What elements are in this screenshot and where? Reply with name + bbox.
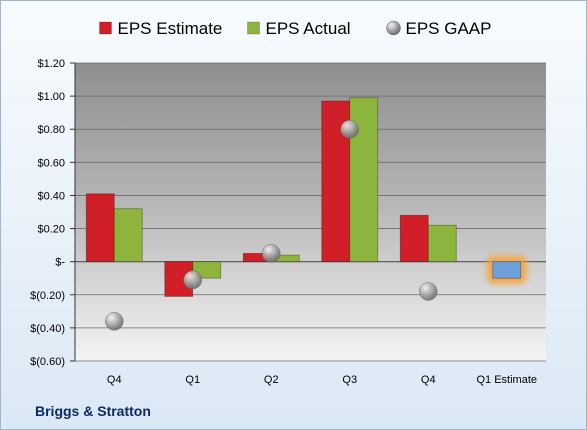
y-tick-label: $(0.40) <box>30 323 65 335</box>
x-tick-label: Q1 <box>185 374 200 386</box>
y-tick-label: $- <box>55 257 65 269</box>
plot-area <box>75 63 546 361</box>
x-tick-label: Q1 Estimate <box>476 374 537 386</box>
company-label: Briggs & Stratton <box>35 403 151 419</box>
legend: EPS Estimate EPS Actual EPS GAAP <box>99 19 492 38</box>
point-eps-gaap <box>419 282 438 301</box>
x-tick-label: Q2 <box>264 374 279 386</box>
bar-q1-estimate <box>492 261 522 279</box>
y-tick-label: $0.20 <box>37 224 65 236</box>
x-tick-label: Q4 <box>107 374 122 386</box>
legend-swatch <box>247 21 260 35</box>
legend-swatch <box>386 20 401 36</box>
point-eps-gaap <box>262 244 281 263</box>
x-tick-label: Q4 <box>421 374 436 386</box>
point-eps-gaap <box>340 119 359 139</box>
y-tick-label: $1.00 <box>37 91 65 103</box>
y-tick-label: $0.80 <box>37 124 65 136</box>
y-tick-label: $0.40 <box>37 190 65 202</box>
bar-eps-actual <box>113 208 143 263</box>
bar-eps-actual <box>427 224 457 263</box>
y-tick-label: $0.60 <box>37 157 65 169</box>
legend-swatch <box>99 21 112 35</box>
x-tick-label: Q3 <box>342 374 357 386</box>
bar-eps-estimate <box>85 193 115 263</box>
y-tick-label: $(0.60) <box>30 356 65 368</box>
point-eps-gaap <box>105 312 124 331</box>
bar-eps-estimate <box>399 214 429 263</box>
point-eps-gaap <box>183 270 202 290</box>
y-tick-label: $1.20 <box>37 58 65 70</box>
legend-label: EPS Actual <box>266 19 351 38</box>
y-tick-label: $(0.20) <box>30 290 65 302</box>
legend-label: EPS Estimate <box>118 19 223 38</box>
legend-label: EPS GAAP <box>406 19 492 38</box>
